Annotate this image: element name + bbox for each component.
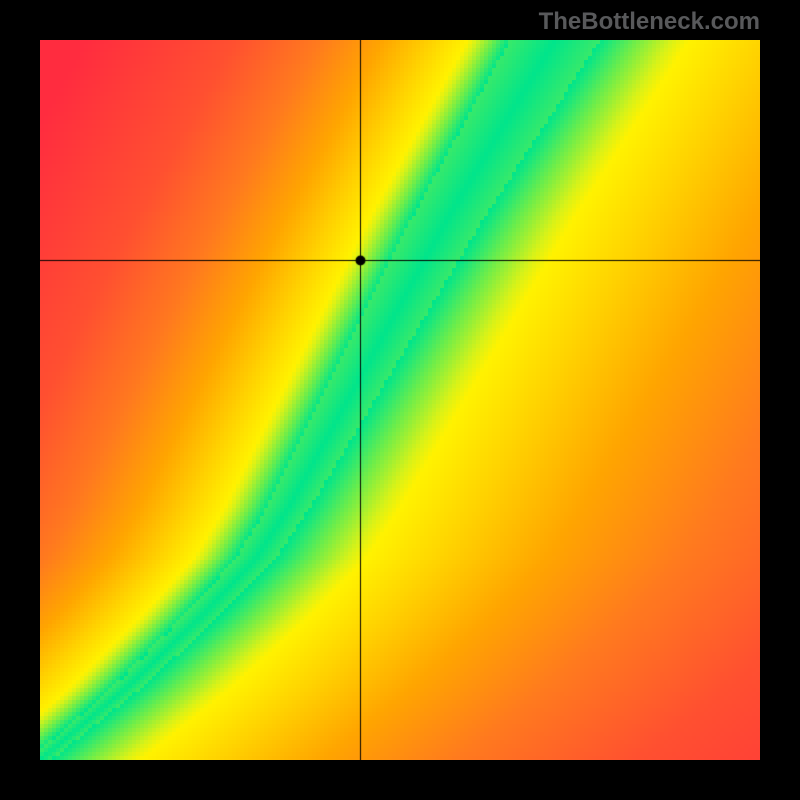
frame-right <box>760 0 800 800</box>
frame-left <box>0 0 40 800</box>
crosshair-overlay <box>40 40 760 760</box>
watermark-text: TheBottleneck.com <box>539 8 760 36</box>
frame-bottom <box>0 760 800 800</box>
